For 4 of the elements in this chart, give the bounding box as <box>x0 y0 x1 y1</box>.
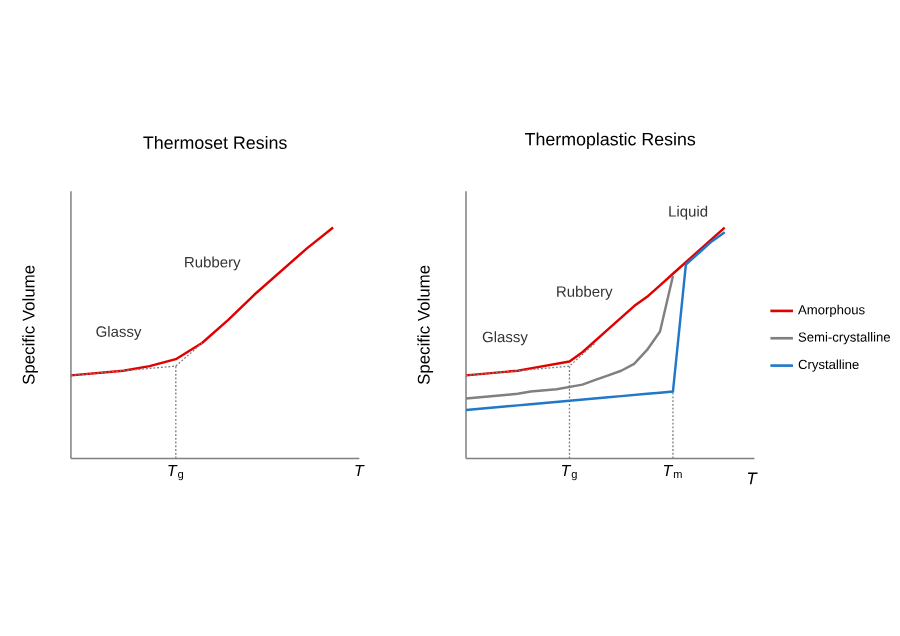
y-axis-title: Specific Volume <box>22 265 38 385</box>
y-axis-title: Specific Volume <box>417 265 434 385</box>
chart-title: Thermoset Resins <box>143 135 287 150</box>
chart-title: Thermoplastic Resins <box>525 132 696 150</box>
